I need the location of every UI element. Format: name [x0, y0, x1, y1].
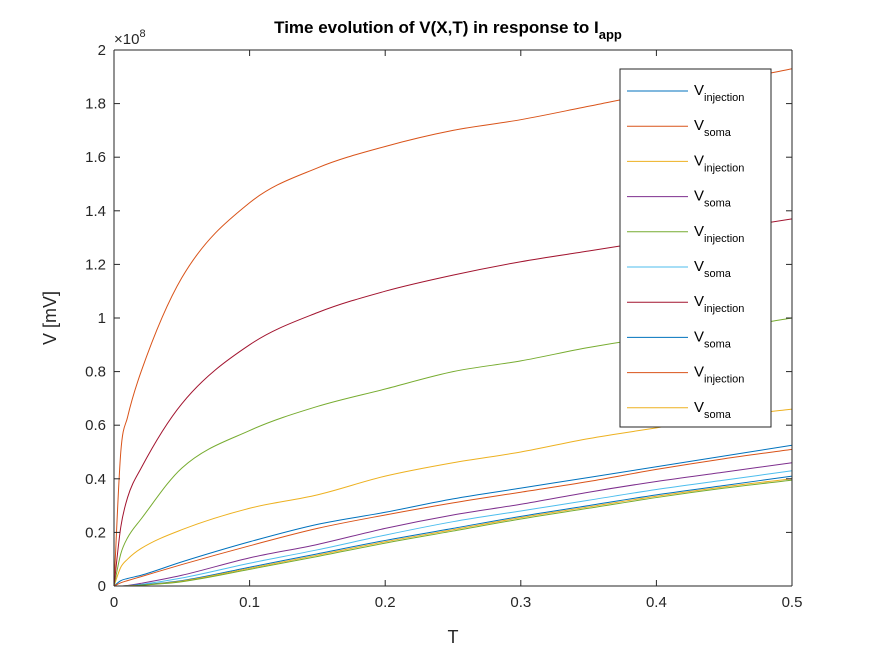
- y-tick-label: 1.6: [85, 149, 106, 166]
- y-exponent-power: 8: [139, 28, 145, 40]
- x-axis-label: T: [448, 627, 459, 647]
- x-tick-label: 0.2: [375, 594, 396, 611]
- chart-title-subscript: app: [599, 27, 622, 42]
- legend-entry: Vsoma: [694, 399, 732, 421]
- legend-entry-subscript: injection: [704, 162, 744, 174]
- x-tick-label: 0.1: [239, 594, 260, 611]
- legend-entry-subscript: soma: [704, 198, 732, 210]
- legend-entry: Vsoma: [694, 117, 732, 139]
- x-tick-label: 0: [110, 594, 118, 611]
- legend-entry: Vinjection: [694, 223, 744, 245]
- y-tick-label: 0: [98, 578, 106, 595]
- legend-entry-subscript: injection: [704, 303, 744, 315]
- y-tick-label: 2: [98, 42, 106, 59]
- legend-entry: Vsoma: [694, 258, 732, 280]
- x-tick-label: 0.4: [646, 594, 667, 611]
- legend-entry-subscript: soma: [704, 127, 732, 139]
- legend-entry-subscript: injection: [704, 92, 744, 104]
- legend-entry-subscript: soma: [704, 338, 732, 350]
- x-tick-label: 0.3: [510, 594, 531, 611]
- legend-entry: Vinjection: [694, 152, 744, 174]
- legend-entry-subscript: soma: [704, 268, 732, 280]
- legend: Vinjection Vsoma Vinjection Vsoma Vinjection…: [619, 68, 772, 428]
- x-tick-label: 0.5: [782, 594, 803, 611]
- y-tick-label: 1: [98, 310, 106, 327]
- y-tick-label: 1.8: [85, 96, 106, 113]
- y-tick-label: 0.2: [85, 524, 106, 541]
- legend-entry: Vsoma: [694, 328, 732, 350]
- chart-title: Time evolution of V(X,T) in response to …: [274, 18, 622, 42]
- y-tick-label: 0.8: [85, 364, 106, 381]
- legend-entry-subscript: injection: [704, 374, 744, 386]
- legend-box: [619, 68, 772, 428]
- legend-entry: Vsoma: [694, 188, 732, 210]
- y-axis-label: V [mV]: [40, 291, 60, 345]
- legend-entry: Vinjection: [694, 364, 744, 386]
- series-line-1: [113, 444, 793, 587]
- series-line-3: [113, 408, 793, 587]
- legend-entry-subscript: injection: [704, 233, 744, 245]
- y-tick-label: 0.4: [85, 471, 106, 488]
- y-tick-label: 1.2: [85, 256, 106, 273]
- y-exponent-label: ×108: [114, 28, 146, 48]
- legend-entry-subscript: soma: [704, 409, 732, 421]
- y-tick-label: 1.4: [85, 203, 106, 220]
- y-tick-label: 0.6: [85, 417, 106, 434]
- series-line-9: [113, 448, 793, 587]
- legend-entry: Vinjection: [694, 293, 744, 315]
- legend-entry: Vinjection: [694, 82, 744, 104]
